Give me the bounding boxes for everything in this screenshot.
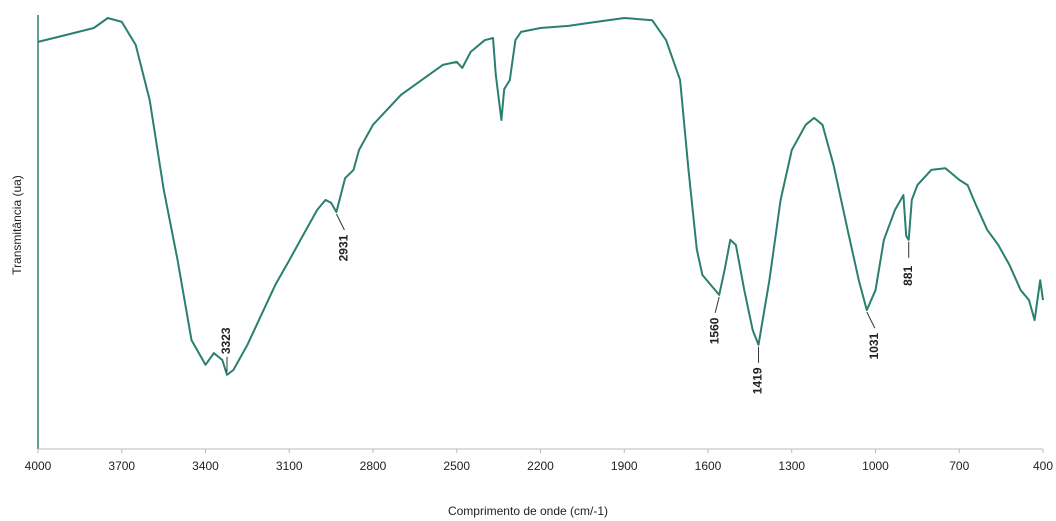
x-tick-label: 4000 xyxy=(25,459,52,473)
x-tick-label: 3100 xyxy=(276,459,303,473)
x-tick-label: 1900 xyxy=(611,459,638,473)
x-tick-label: 2500 xyxy=(443,459,470,473)
spectrum-line xyxy=(37,17,1044,376)
x-axis-title: Comprimento de onde (cm/-1) xyxy=(448,504,608,518)
peak-leader xyxy=(335,213,345,231)
peak-label: 2931 xyxy=(337,234,351,261)
x-tick-label: 3400 xyxy=(192,459,219,473)
x-tick-label: 2800 xyxy=(360,459,387,473)
peak-label: 3323 xyxy=(219,327,233,354)
x-tick-label: 1600 xyxy=(695,459,722,473)
x-tick-label: 700 xyxy=(949,459,969,473)
peak-label: 1560 xyxy=(707,317,721,344)
x-tick-label: 1000 xyxy=(862,459,889,473)
peak-label: 881 xyxy=(901,265,915,285)
y-axis-title: Transmitância (ua) xyxy=(10,175,24,275)
x-tick-label: 2200 xyxy=(527,459,554,473)
peak-leader xyxy=(866,311,876,329)
peak-leader xyxy=(714,296,720,314)
x-tick-label: 400 xyxy=(1033,459,1053,473)
peak-label: 1419 xyxy=(751,367,765,394)
peak-label: 1031 xyxy=(867,332,881,359)
x-tick-label: 1300 xyxy=(778,459,805,473)
x-tick-label: 3700 xyxy=(108,459,135,473)
